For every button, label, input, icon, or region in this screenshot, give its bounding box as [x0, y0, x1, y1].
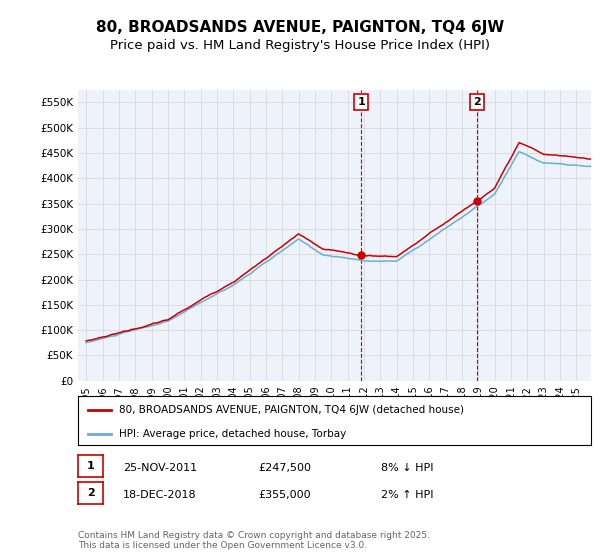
Text: HPI: Average price, detached house, Torbay: HPI: Average price, detached house, Torb… [119, 430, 346, 440]
Text: 1: 1 [87, 461, 94, 471]
Text: 8% ↓ HPI: 8% ↓ HPI [381, 463, 433, 473]
Text: 18-DEC-2018: 18-DEC-2018 [123, 490, 197, 500]
Text: 80, BROADSANDS AVENUE, PAIGNTON, TQ4 6JW (detached house): 80, BROADSANDS AVENUE, PAIGNTON, TQ4 6JW… [119, 405, 464, 415]
Text: 25-NOV-2011: 25-NOV-2011 [123, 463, 197, 473]
Text: £247,500: £247,500 [258, 463, 311, 473]
Text: 1: 1 [358, 97, 365, 108]
Text: 2: 2 [87, 488, 94, 498]
Text: Price paid vs. HM Land Registry's House Price Index (HPI): Price paid vs. HM Land Registry's House … [110, 39, 490, 52]
Text: 2% ↑ HPI: 2% ↑ HPI [381, 490, 433, 500]
Text: Contains HM Land Registry data © Crown copyright and database right 2025.
This d: Contains HM Land Registry data © Crown c… [78, 531, 430, 550]
Text: 80, BROADSANDS AVENUE, PAIGNTON, TQ4 6JW: 80, BROADSANDS AVENUE, PAIGNTON, TQ4 6JW [96, 20, 504, 35]
Text: £355,000: £355,000 [258, 490, 311, 500]
Text: 2: 2 [473, 97, 481, 108]
